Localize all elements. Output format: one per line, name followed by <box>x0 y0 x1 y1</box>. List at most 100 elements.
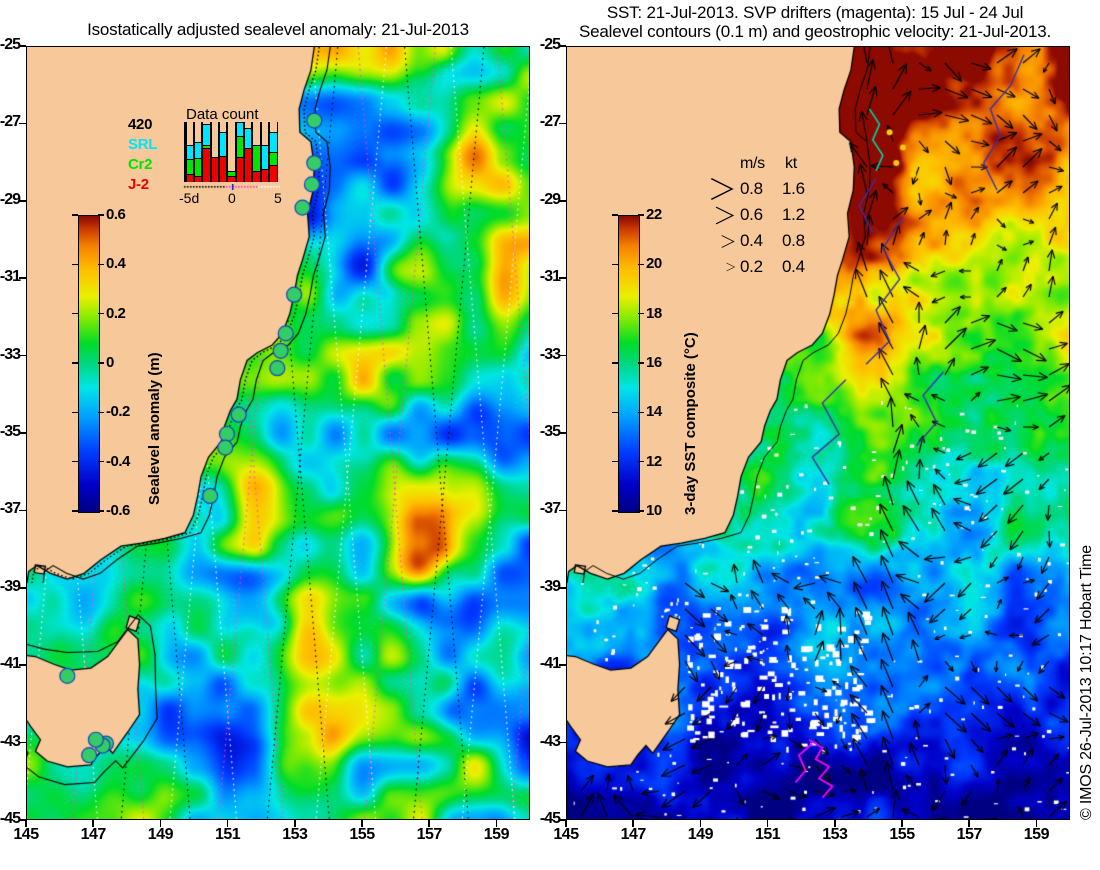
ytick-label-0-5: -35 <box>0 423 21 440</box>
xtick-label-0-0: 145 <box>13 826 39 843</box>
ytick-mark-0-8 <box>19 664 26 666</box>
xtick-label-1-0: 145 <box>553 826 579 843</box>
sst-colorbar-title: 3-day SST composite (°C) <box>682 332 699 515</box>
velocity-legend-row-0: 0.8 1.6 <box>700 177 850 201</box>
sst-colorbar-tick-label-4: 14 <box>646 403 662 421</box>
data-count-bar-10 <box>269 122 278 182</box>
xtick-mark-1-1 <box>632 820 634 827</box>
ytick-mark-0-7 <box>19 587 26 589</box>
sealevel-colorbar-tick-mark-in-4 <box>72 411 78 414</box>
sst-colorbar-tick-mark-1 <box>638 263 644 266</box>
data-count-bar-2 <box>202 122 211 182</box>
ytick-label-1-8: -41 <box>539 655 561 673</box>
data-count-bar-8 <box>252 122 261 182</box>
ytick-mark-0-4 <box>19 354 26 357</box>
data-count-seg-cr2-8 <box>253 144 260 172</box>
ytick-mark-1-6 <box>559 509 566 512</box>
credit-text: © IMOS 26-Jul-2013 10:17 Hobart Time <box>1078 545 1095 820</box>
sealevel-colorbar-tick-mark-in-5 <box>72 460 78 463</box>
data-count-seg-j2-2 <box>203 148 210 182</box>
ytick-mark-0-10 <box>19 819 26 821</box>
data-count-xlabel-mid: 0 <box>228 190 236 206</box>
data-count-bars <box>185 122 278 182</box>
ytick-label-1-2: -29 <box>539 190 561 208</box>
data-count-x-axis <box>180 184 280 190</box>
sealevel-colorbar-tick-mark-1 <box>98 263 104 266</box>
sst-colorbar-gradient <box>618 215 640 513</box>
xtick-label-0-6: 157 <box>416 826 443 843</box>
ytick-label-0-7: -39 <box>0 577 21 595</box>
ytick-label-1-5: -35 <box>539 423 561 440</box>
data-count-bar-5 <box>227 122 236 182</box>
ytick-mark-1-0 <box>559 45 566 47</box>
ytick-label-1-4: -33 <box>539 345 561 363</box>
sst-colorbar: 22 20 18 16 14 12 10 3-day SST composite (°C) <box>600 206 710 519</box>
data-count-bar-4 <box>219 122 228 182</box>
ytick-mark-1-2 <box>559 200 566 202</box>
velocity-legend-ms-0: 0.8 <box>740 179 763 198</box>
sealevel-colorbar-tick-mark-in-1 <box>72 263 78 266</box>
ytick-label-0-1: -27 <box>0 113 21 131</box>
data-count-inset: Data count 420 SRL Cr2 J-2 -5d 0 5 <box>128 106 282 206</box>
sst-colorbar-tick-mark-in-1 <box>612 263 618 266</box>
velocity-legend-row-3: 0.2 0.4 <box>700 255 850 279</box>
sst-colorbar-tick-label-6: 10 <box>646 502 662 519</box>
sst-colorbar-tick-mark-in-5 <box>612 460 618 463</box>
ytick-label-0-4: -33 <box>0 345 21 363</box>
velocity-arrow-icon-2 <box>700 229 740 253</box>
sealevel-colorbar-tick-label-6: -0.6 <box>106 502 130 519</box>
ytick-label-1-3: -31 <box>539 268 561 286</box>
xtick-mark-0-0 <box>25 820 27 827</box>
xtick-label-1-2: 149 <box>687 826 714 843</box>
sst-colorbar-tick-mark-4 <box>638 411 644 414</box>
velocity-arrow-icon-3 <box>700 255 740 279</box>
sst-colorbar-tick-mark-2 <box>638 312 644 315</box>
sst-colorbar-tick-label-2: 18 <box>646 304 662 322</box>
right-panel-title-line1: SST: 21-Jul-2013. SVP drifters (magenta)… <box>606 3 1024 22</box>
ytick-mark-1-4 <box>559 354 566 357</box>
data-count-seg-j2-10 <box>270 165 277 182</box>
data-count-title: Data count <box>186 106 259 123</box>
sst-colorbar-tick-mark-in-0 <box>612 214 618 216</box>
data-count-seg-j2-0 <box>186 173 193 182</box>
xtick-mark-0-6 <box>428 820 430 827</box>
data-count-seg-cr2-0 <box>186 159 193 174</box>
right-panel-title-line2: Sealevel contours (0.1 m) and geostrophi… <box>579 22 1051 41</box>
data-count-seg-j2-4 <box>220 155 227 182</box>
sealevel-colorbar-tick-mark-2 <box>98 312 104 315</box>
ytick-label-0-2: -29 <box>0 190 21 208</box>
data-count-key-420: 420 <box>128 116 153 133</box>
data-count-seg-cr2-1 <box>194 158 202 176</box>
ytick-label-1-6: -37 <box>539 500 561 518</box>
sst-composite-raster <box>567 47 1069 819</box>
data-count-seg-cr2-2 <box>203 144 210 149</box>
xtick-label-0-1: 147 <box>80 826 107 843</box>
data-count-bar-1 <box>193 122 203 182</box>
sst-composite-map[interactable] <box>566 46 1070 820</box>
sealevel-colorbar-tick-label-0: 0.6 <box>106 206 126 223</box>
data-count-seg-j2-1 <box>194 176 202 182</box>
ytick-label-1-10: -45 <box>539 810 561 827</box>
velocity-scale-legend: m/s kt 0.8 1.6 0.6 1.2 0.4 0.8 0.2 0.4 <box>700 155 850 276</box>
data-count-seg-srl-9 <box>261 144 269 169</box>
velocity-arrow-icon-0 <box>700 177 740 201</box>
data-count-seg-cr2-6 <box>236 136 244 157</box>
ytick-mark-1-7 <box>559 587 566 589</box>
xtick-mark-0-1 <box>92 820 94 827</box>
data-count-key-cr2: Cr2 <box>128 156 153 173</box>
xtick-mark-0-2 <box>159 820 162 827</box>
sst-colorbar-tick-mark-in-2 <box>612 312 618 315</box>
xtick-mark-1-3 <box>766 820 769 827</box>
ytick-mark-0-2 <box>19 200 26 202</box>
data-count-seg-j2-6 <box>236 156 244 182</box>
data-count-bar-6 <box>235 122 245 182</box>
ytick-label-0-6: -37 <box>0 500 21 518</box>
xtick-label-1-5: 155 <box>889 826 915 843</box>
sst-colorbar-tick-mark-in-4 <box>612 411 618 414</box>
data-count-seg-srl-2 <box>203 124 210 145</box>
velocity-legend-kt-3: 0.4 <box>782 257 805 276</box>
data-count-seg-srl-0 <box>186 144 193 160</box>
sealevel-anomaly-map[interactable] <box>26 46 530 820</box>
data-count-bar-3 <box>210 122 220 182</box>
ytick-label-0-0: -25 <box>0 36 21 53</box>
